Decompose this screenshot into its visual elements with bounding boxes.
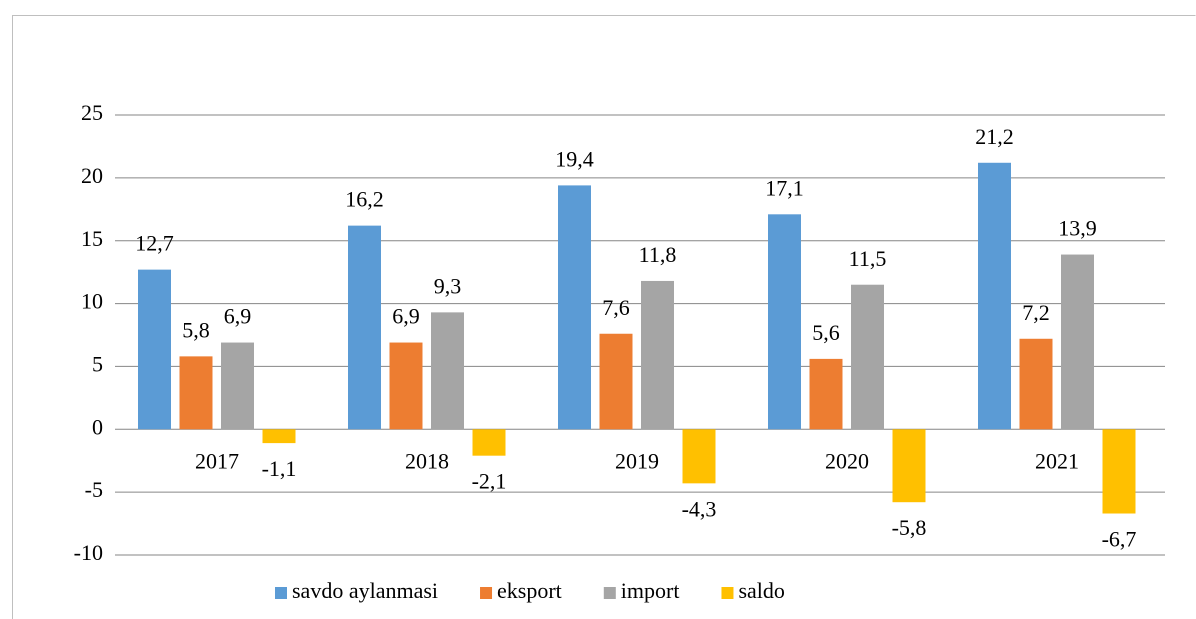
bar bbox=[558, 185, 591, 430]
bar bbox=[1102, 429, 1136, 514]
bar bbox=[472, 429, 506, 456]
data-label: -2,1 bbox=[472, 469, 507, 494]
data-label: 17,1 bbox=[765, 175, 804, 200]
legend-swatch bbox=[721, 587, 734, 599]
legend-label: import bbox=[621, 578, 680, 603]
data-label: 6,9 bbox=[392, 304, 420, 329]
x-tick-label: 2019 bbox=[615, 448, 659, 473]
legend-label: eksport bbox=[497, 578, 562, 603]
bar bbox=[599, 333, 633, 430]
data-label: -5,8 bbox=[892, 515, 927, 540]
data-label: 16,2 bbox=[345, 187, 384, 212]
data-label: 5,8 bbox=[182, 317, 210, 342]
y-tick-label: 25 bbox=[81, 100, 103, 125]
bar bbox=[262, 429, 296, 444]
data-label: 13,9 bbox=[1058, 216, 1097, 241]
legend-swatch bbox=[480, 587, 493, 599]
legend-label: saldo bbox=[738, 578, 784, 603]
bar bbox=[809, 358, 843, 430]
bar bbox=[892, 429, 926, 503]
bar bbox=[851, 284, 884, 430]
bar bbox=[348, 225, 381, 430]
bar bbox=[641, 280, 674, 430]
legend-swatch bbox=[603, 587, 616, 599]
y-tick-label: 5 bbox=[92, 351, 103, 376]
data-label: 11,8 bbox=[639, 242, 677, 267]
data-label: 21,2 bbox=[975, 124, 1014, 149]
bar bbox=[389, 342, 423, 430]
y-tick-label: 0 bbox=[92, 414, 103, 439]
y-tick-label: -10 bbox=[74, 540, 103, 565]
bar bbox=[138, 269, 171, 430]
legend-label: savdo aylanmasi bbox=[292, 578, 438, 603]
y-tick-label: -5 bbox=[85, 477, 103, 502]
y-tick-label: 20 bbox=[81, 163, 103, 188]
data-label: 7,2 bbox=[1022, 300, 1050, 325]
bar bbox=[682, 429, 716, 484]
bar bbox=[431, 312, 464, 430]
bar bbox=[1019, 338, 1053, 430]
bar bbox=[768, 214, 801, 430]
data-label: -4,3 bbox=[682, 496, 717, 521]
x-tick-label: 2018 bbox=[405, 448, 449, 473]
data-label: 12,7 bbox=[135, 231, 174, 256]
y-tick-label: 15 bbox=[81, 226, 103, 251]
bar bbox=[1061, 254, 1094, 430]
data-label: -6,7 bbox=[1102, 527, 1137, 552]
data-label: -1,1 bbox=[262, 456, 297, 481]
x-tick-label: 2017 bbox=[195, 448, 239, 473]
data-label: 11,5 bbox=[849, 246, 887, 271]
bar bbox=[179, 356, 213, 430]
bar bbox=[978, 162, 1011, 430]
legend-swatch bbox=[275, 587, 287, 599]
data-label: 9,3 bbox=[434, 273, 462, 298]
data-label: 5,6 bbox=[812, 320, 840, 345]
bar bbox=[221, 342, 254, 430]
x-tick-label: 2021 bbox=[1035, 448, 1079, 473]
x-tick-label: 2020 bbox=[825, 448, 869, 473]
data-label: 6,9 bbox=[224, 304, 252, 329]
chart-frame bbox=[12, 15, 1196, 619]
data-label: 19,4 bbox=[555, 146, 594, 171]
data-label: 7,6 bbox=[602, 295, 630, 320]
y-tick-label: 10 bbox=[81, 289, 103, 314]
